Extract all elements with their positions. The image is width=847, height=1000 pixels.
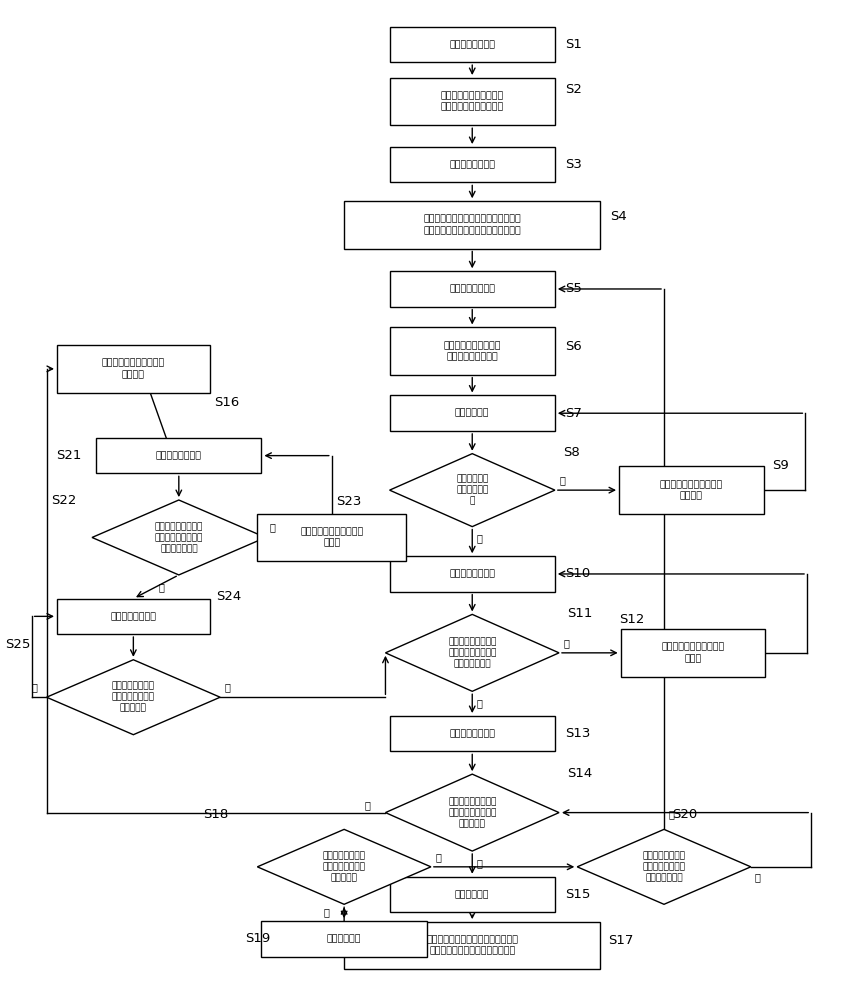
- Text: 获取第一图像信息: 获取第一图像信息: [449, 160, 495, 169]
- Polygon shape: [47, 660, 220, 735]
- FancyBboxPatch shape: [390, 27, 555, 62]
- Text: 判断第三图像信息
是否大于瞳孔直径
的最大阈值: 判断第三图像信息 是否大于瞳孔直径 的最大阈值: [112, 682, 155, 713]
- Text: 否: 否: [435, 852, 441, 862]
- FancyBboxPatch shape: [390, 78, 555, 125]
- Text: S21: S21: [57, 449, 82, 462]
- Text: 判断检测信息
是否为调整信
息: 判断检测信息 是否为调整信 息: [457, 475, 489, 506]
- FancyBboxPatch shape: [621, 629, 765, 677]
- FancyBboxPatch shape: [619, 466, 764, 514]
- Text: 根据完成信息，检测顺序信息将对应
的未完成的测试改为已完成的测试: 根据完成信息，检测顺序信息将对应 的未完成的测试改为已完成的测试: [426, 936, 518, 956]
- Text: S16: S16: [214, 396, 239, 409]
- Text: 判断第二照度信息是
否在亮度的最大阈值
和最小阈值之间: 判断第二照度信息是 否在亮度的最大阈值 和最小阈值之间: [448, 637, 496, 668]
- Polygon shape: [92, 500, 266, 575]
- Text: 是: 是: [559, 475, 565, 485]
- Polygon shape: [385, 774, 559, 851]
- Text: S24: S24: [217, 590, 241, 603]
- Text: S4: S4: [611, 210, 627, 223]
- Text: 是: 是: [324, 907, 329, 917]
- Text: 判断第二图像信息是
否大于瞳孔孔径的第
一最小阈值: 判断第二图像信息是 否大于瞳孔孔径的第 一最小阈值: [448, 797, 496, 828]
- Text: 否: 否: [476, 533, 482, 543]
- Text: 发出警报，提醒被测者休
息后检测: 发出警报，提醒被测者休 息后检测: [102, 359, 165, 379]
- Text: 否: 否: [269, 523, 275, 533]
- Text: S22: S22: [51, 494, 76, 507]
- Text: 是: 是: [668, 810, 674, 820]
- Text: S9: S9: [772, 459, 789, 472]
- Polygon shape: [257, 829, 431, 904]
- Text: S5: S5: [565, 282, 582, 295]
- Text: 否: 否: [563, 638, 569, 648]
- Text: S17: S17: [609, 934, 634, 947]
- FancyBboxPatch shape: [262, 921, 427, 957]
- FancyBboxPatch shape: [57, 599, 210, 634]
- Text: S18: S18: [203, 808, 229, 821]
- Text: 获取第一照度信息: 获取第一照度信息: [449, 40, 495, 49]
- Text: 是: 是: [476, 858, 482, 868]
- Text: 根据第一图像信息预设瞳孔的孔径的第
一最小阈值、第二最小阈值和最大阈值: 根据第一图像信息预设瞳孔的孔径的第 一最小阈值、第二最小阈值和最大阈值: [424, 215, 521, 235]
- Text: S13: S13: [565, 727, 590, 740]
- Text: S15: S15: [565, 888, 590, 901]
- Text: 根据第一照度信息确定亮
度的最大阈值和最小阈值: 根据第一照度信息确定亮 度的最大阈值和最小阈值: [440, 92, 504, 112]
- Text: 根据检测顺序信息
判断该次检测是否
为最后一个: 根据检测顺序信息 判断该次检测是否 为最后一个: [323, 851, 366, 882]
- FancyBboxPatch shape: [390, 877, 555, 912]
- FancyBboxPatch shape: [390, 327, 555, 375]
- Text: S3: S3: [565, 158, 582, 171]
- Text: 否: 否: [224, 682, 230, 692]
- Text: S23: S23: [336, 495, 361, 508]
- Text: S11: S11: [567, 607, 593, 620]
- Text: S7: S7: [565, 407, 582, 420]
- Text: 是: 是: [158, 582, 164, 592]
- Text: S19: S19: [245, 932, 270, 945]
- FancyBboxPatch shape: [97, 438, 262, 473]
- Text: 获取检测顺序信息: 获取检测顺序信息: [449, 284, 495, 293]
- Text: 完成全部检测: 完成全部检测: [327, 934, 362, 943]
- FancyBboxPatch shape: [390, 716, 555, 751]
- Text: 完成本次检测: 完成本次检测: [455, 890, 490, 899]
- Text: 否: 否: [755, 872, 761, 882]
- Polygon shape: [390, 454, 555, 527]
- FancyBboxPatch shape: [57, 345, 210, 393]
- FancyBboxPatch shape: [344, 922, 601, 969]
- FancyBboxPatch shape: [390, 271, 555, 307]
- Text: 获取检测信息: 获取检测信息: [455, 409, 490, 418]
- Text: S25: S25: [5, 638, 30, 651]
- Text: S2: S2: [565, 83, 582, 96]
- FancyBboxPatch shape: [390, 556, 555, 592]
- Text: 获取第二照度信息: 获取第二照度信息: [449, 569, 495, 578]
- Text: 根据调整信息调整视标和
辅助物镜: 根据调整信息调整视标和 辅助物镜: [660, 480, 722, 500]
- FancyBboxPatch shape: [390, 395, 555, 431]
- Text: S8: S8: [563, 446, 580, 459]
- Text: 获取第三图像信息: 获取第三图像信息: [110, 612, 157, 621]
- Text: S12: S12: [619, 613, 645, 626]
- Text: 发出警报，提醒测试者调
整亮度: 发出警报，提醒测试者调 整亮度: [662, 643, 724, 663]
- Text: 是: 是: [476, 698, 482, 708]
- Text: 根据检测顺序信息，启
动第一个未完成测试: 根据检测顺序信息，启 动第一个未完成测试: [444, 341, 501, 361]
- Polygon shape: [385, 614, 559, 691]
- Text: 否: 否: [365, 800, 371, 810]
- Text: S1: S1: [565, 38, 582, 51]
- Text: S14: S14: [567, 767, 593, 780]
- Text: 发出警报，提醒测试者调
整亮度: 发出警报，提醒测试者调 整亮度: [300, 527, 363, 548]
- Text: 判断第二图像信息
是否大于瞳孔孔径
的第二最小阈值: 判断第二图像信息 是否大于瞳孔孔径 的第二最小阈值: [643, 851, 685, 882]
- Text: S6: S6: [565, 340, 582, 353]
- FancyBboxPatch shape: [344, 201, 601, 249]
- FancyBboxPatch shape: [390, 147, 555, 182]
- Text: 获取第三照度信息: 获取第三照度信息: [156, 451, 202, 460]
- Text: 获取第二图像信息: 获取第二图像信息: [449, 729, 495, 738]
- Text: 判断第三照度信息是
否在亮度的最大阈值
和最小阈值之间: 判断第三照度信息是 否在亮度的最大阈值 和最小阈值之间: [155, 522, 203, 553]
- Text: S20: S20: [673, 808, 698, 821]
- FancyBboxPatch shape: [257, 514, 406, 561]
- Text: 是: 是: [31, 682, 37, 692]
- Polygon shape: [577, 829, 750, 904]
- Text: S10: S10: [565, 567, 590, 580]
